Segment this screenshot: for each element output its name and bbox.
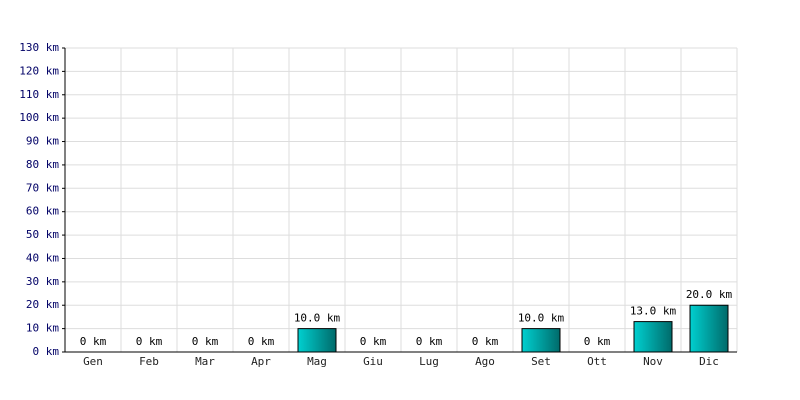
value-label: 0 km	[472, 335, 499, 348]
x-tick-label: Ott	[587, 355, 607, 368]
bar	[521, 328, 561, 353]
value-label: 13.0 km	[630, 305, 677, 318]
value-label: 0 km	[80, 335, 107, 348]
value-label: 0 km	[584, 335, 611, 348]
x-tick-label: Set	[531, 355, 551, 368]
x-tick-label: Giu	[363, 355, 383, 368]
value-label: 0 km	[360, 335, 387, 348]
y-tick-label: 10 km	[26, 322, 59, 335]
value-label: 10.0 km	[518, 312, 565, 325]
value-label: 10.0 km	[294, 312, 341, 325]
x-tick-label: Nov	[643, 355, 663, 368]
y-tick-label: 20 km	[26, 298, 59, 311]
x-tick-label: Mar	[195, 355, 215, 368]
bar	[297, 328, 337, 353]
x-tick-label: Dic	[699, 355, 719, 368]
x-tick-label: Gen	[83, 355, 103, 368]
value-label: 20.0 km	[686, 288, 733, 301]
y-tick-label: 120 km	[19, 64, 59, 77]
value-label: 0 km	[416, 335, 443, 348]
x-tick-label: Lug	[419, 355, 439, 368]
y-tick-label: 90 km	[26, 135, 59, 148]
y-tick-label: 0 km	[33, 345, 60, 358]
x-tick-label: Apr	[251, 355, 271, 368]
value-label: 0 km	[136, 335, 163, 348]
x-tick-label: Feb	[139, 355, 159, 368]
y-tick-label: 50 km	[26, 228, 59, 241]
x-tick-label: Mag	[307, 355, 327, 368]
y-tick-label: 60 km	[26, 205, 59, 218]
bar	[633, 321, 673, 353]
value-label: 0 km	[192, 335, 219, 348]
y-tick-label: 100 km	[19, 111, 59, 124]
bar	[689, 304, 729, 353]
y-tick-label: 80 km	[26, 158, 59, 171]
x-tick-label: Ago	[475, 355, 495, 368]
y-tick-label: 40 km	[26, 251, 59, 264]
y-tick-label: 130 km	[19, 41, 59, 54]
value-label: 0 km	[248, 335, 275, 348]
y-tick-label: 70 km	[26, 181, 59, 194]
y-tick-label: 30 km	[26, 275, 59, 288]
y-tick-label: 110 km	[19, 88, 59, 101]
